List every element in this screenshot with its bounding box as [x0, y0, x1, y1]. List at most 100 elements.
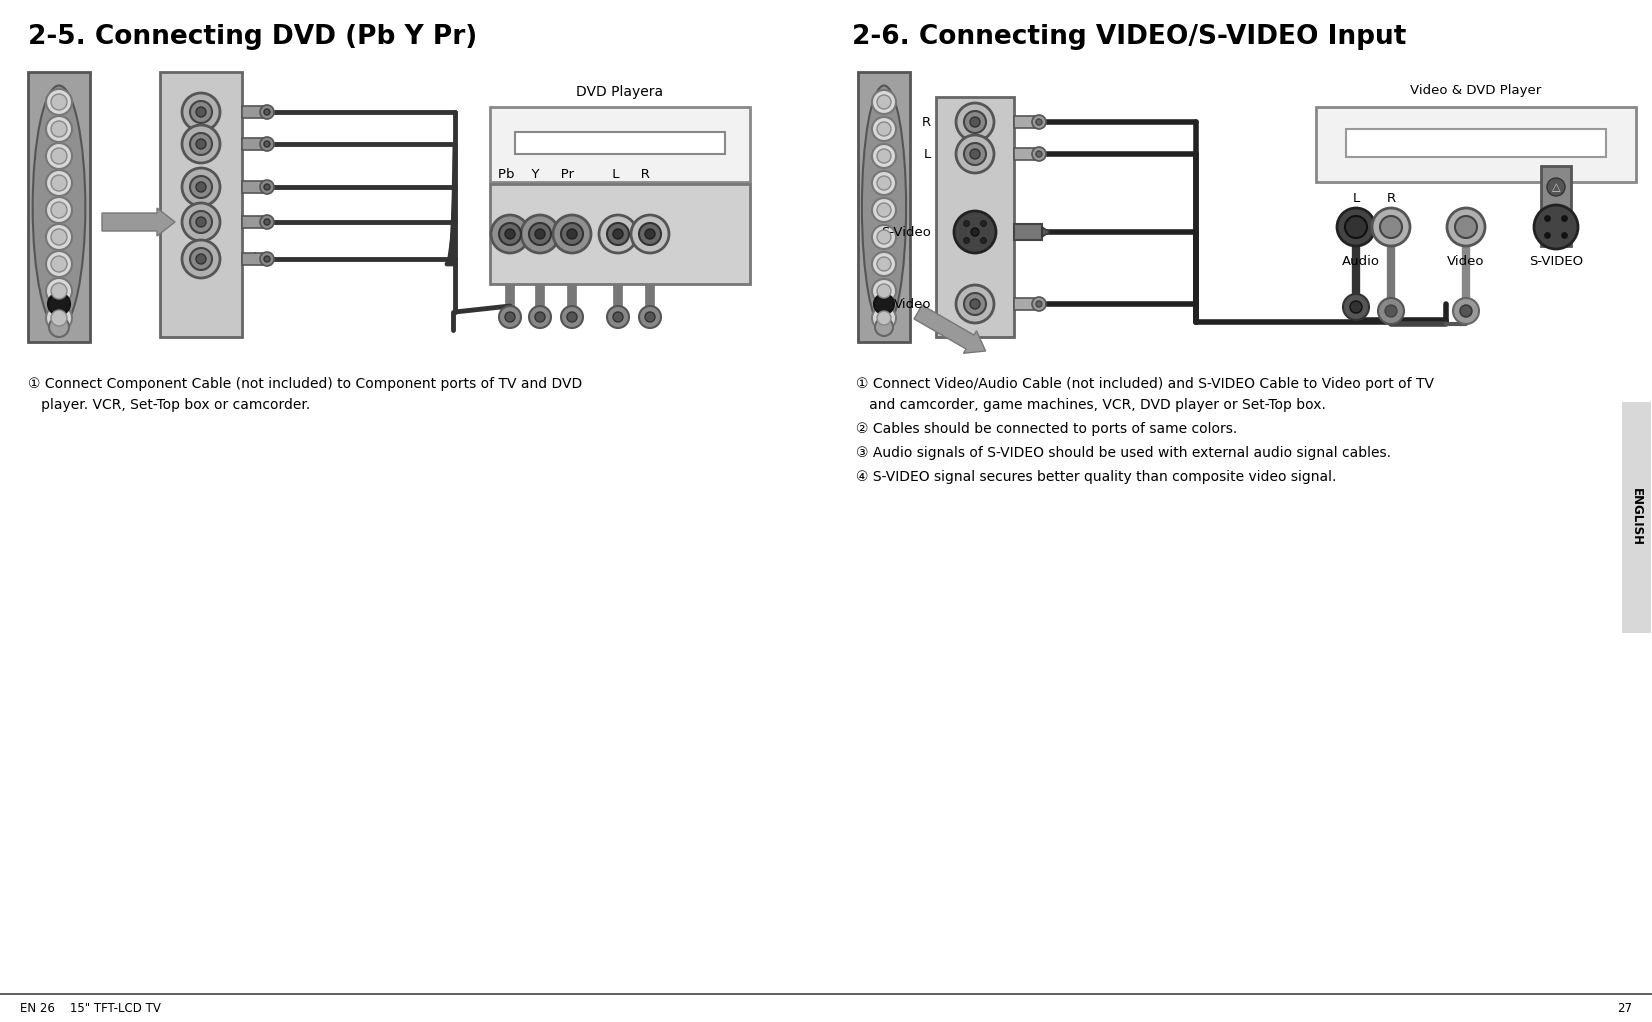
Circle shape	[182, 240, 220, 278]
Circle shape	[970, 117, 980, 127]
Bar	[491, 107, 750, 182]
Circle shape	[190, 211, 211, 233]
Circle shape	[46, 305, 73, 331]
Text: ④ S-VIDEO signal secures better quality than composite video signal.: ④ S-VIDEO signal secures better quality …	[856, 470, 1336, 484]
Circle shape	[182, 93, 220, 131]
Circle shape	[872, 90, 895, 114]
Text: L: L	[923, 147, 932, 160]
Text: S-VIDEO: S-VIDEO	[1530, 256, 1583, 268]
Circle shape	[1032, 297, 1046, 311]
Bar	[491, 184, 750, 284]
Circle shape	[197, 139, 206, 149]
Circle shape	[259, 180, 274, 194]
Text: R: R	[1386, 192, 1396, 205]
Circle shape	[1447, 208, 1485, 246]
FancyArrow shape	[914, 306, 986, 354]
Circle shape	[46, 117, 73, 142]
Circle shape	[872, 198, 895, 222]
Circle shape	[1036, 151, 1042, 157]
Circle shape	[631, 215, 669, 253]
Circle shape	[520, 215, 558, 253]
Text: L: L	[1353, 192, 1360, 205]
Circle shape	[1561, 216, 1568, 222]
Circle shape	[872, 279, 895, 303]
Circle shape	[535, 229, 545, 239]
Circle shape	[1545, 232, 1551, 238]
Circle shape	[491, 215, 529, 253]
Circle shape	[1546, 178, 1564, 196]
Circle shape	[51, 310, 68, 326]
Circle shape	[259, 252, 274, 266]
Circle shape	[1336, 208, 1374, 246]
Circle shape	[1384, 305, 1398, 317]
Circle shape	[613, 312, 623, 322]
Circle shape	[965, 143, 986, 165]
Circle shape	[606, 223, 629, 245]
Circle shape	[264, 219, 269, 225]
Circle shape	[1378, 298, 1404, 324]
Circle shape	[600, 215, 638, 253]
Circle shape	[182, 125, 220, 162]
Circle shape	[51, 283, 68, 299]
Circle shape	[877, 203, 890, 217]
Circle shape	[46, 143, 73, 169]
Circle shape	[1036, 119, 1042, 125]
Circle shape	[644, 312, 654, 322]
Circle shape	[190, 101, 211, 123]
Text: ① Connect Video/Audio Cable (not included) and S-VIDEO Cable to Video port of TV: ① Connect Video/Audio Cable (not include…	[856, 377, 1434, 391]
Circle shape	[957, 135, 995, 173]
Circle shape	[197, 217, 206, 227]
Text: ③ Audio signals of S-VIDEO should be used with external audio signal cables.: ③ Audio signals of S-VIDEO should be use…	[856, 446, 1391, 460]
Circle shape	[970, 299, 980, 309]
Circle shape	[264, 141, 269, 147]
Circle shape	[499, 306, 520, 328]
FancyArrow shape	[102, 208, 175, 236]
Circle shape	[535, 312, 545, 322]
Circle shape	[46, 89, 73, 115]
Circle shape	[1345, 216, 1366, 238]
Text: ① Connect Component Cable (not included) to Component ports of TV and DVD: ① Connect Component Cable (not included)…	[28, 377, 582, 391]
Circle shape	[1032, 115, 1046, 129]
Circle shape	[1343, 294, 1370, 320]
Text: R: R	[922, 115, 932, 129]
Circle shape	[567, 312, 577, 322]
Circle shape	[1373, 208, 1411, 246]
Circle shape	[606, 306, 629, 328]
Circle shape	[1032, 147, 1046, 161]
Circle shape	[953, 211, 996, 253]
Bar	[1346, 129, 1606, 157]
Circle shape	[48, 293, 69, 315]
Text: Video: Video	[1447, 256, 1485, 268]
Text: R: R	[246, 105, 256, 119]
Text: EN 26    15" TFT-LCD TV: EN 26 15" TFT-LCD TV	[20, 1002, 160, 1015]
Text: Pb    Y     Pr         L     R: Pb Y Pr L R	[497, 168, 649, 181]
Circle shape	[51, 202, 68, 218]
Circle shape	[981, 221, 986, 227]
Ellipse shape	[862, 86, 905, 328]
Circle shape	[970, 149, 980, 159]
Text: ENGLISH: ENGLISH	[1629, 487, 1642, 546]
Text: Audio: Audio	[1341, 256, 1379, 268]
Circle shape	[51, 175, 68, 191]
Circle shape	[874, 294, 894, 314]
Circle shape	[1561, 232, 1568, 238]
Circle shape	[981, 237, 986, 243]
Circle shape	[51, 148, 68, 164]
Circle shape	[877, 95, 890, 109]
Circle shape	[1545, 216, 1551, 222]
Circle shape	[190, 133, 211, 155]
Bar	[1014, 224, 1042, 240]
Circle shape	[46, 278, 73, 304]
Circle shape	[46, 251, 73, 277]
Circle shape	[877, 230, 890, 244]
Circle shape	[553, 215, 591, 253]
Circle shape	[51, 229, 68, 245]
Text: Y: Y	[246, 215, 254, 229]
Circle shape	[613, 229, 623, 239]
Circle shape	[562, 223, 583, 245]
Circle shape	[264, 184, 269, 190]
Bar	[1014, 148, 1036, 160]
Text: ② Cables should be connected to ports of same colors.: ② Cables should be connected to ports of…	[856, 422, 1237, 436]
Circle shape	[639, 306, 661, 328]
Circle shape	[51, 121, 68, 137]
